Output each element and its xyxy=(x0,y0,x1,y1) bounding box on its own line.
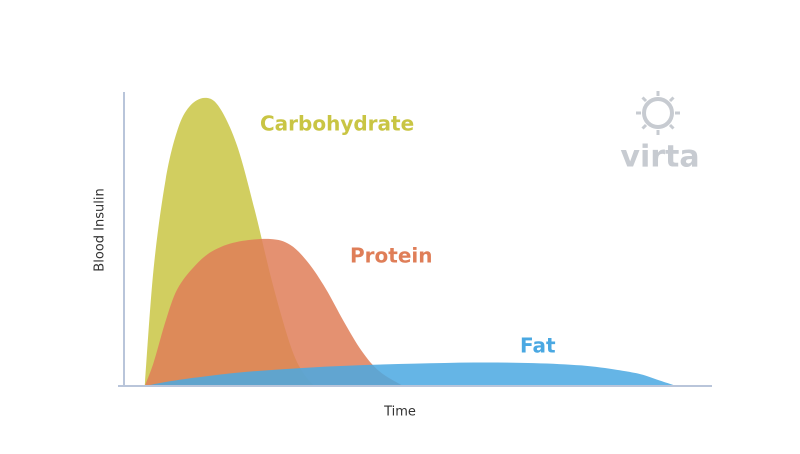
area xyxy=(144,238,404,386)
logo-text: virta xyxy=(620,140,699,175)
series-label: Protein xyxy=(350,244,432,268)
series-label: Carbohydrate xyxy=(260,112,414,136)
y-axis-label: Blood Insulin xyxy=(93,188,108,271)
series-label: Fat xyxy=(520,334,556,358)
area xyxy=(144,362,677,386)
logo-icon xyxy=(636,91,680,135)
x-axis-label: Time xyxy=(383,405,416,420)
